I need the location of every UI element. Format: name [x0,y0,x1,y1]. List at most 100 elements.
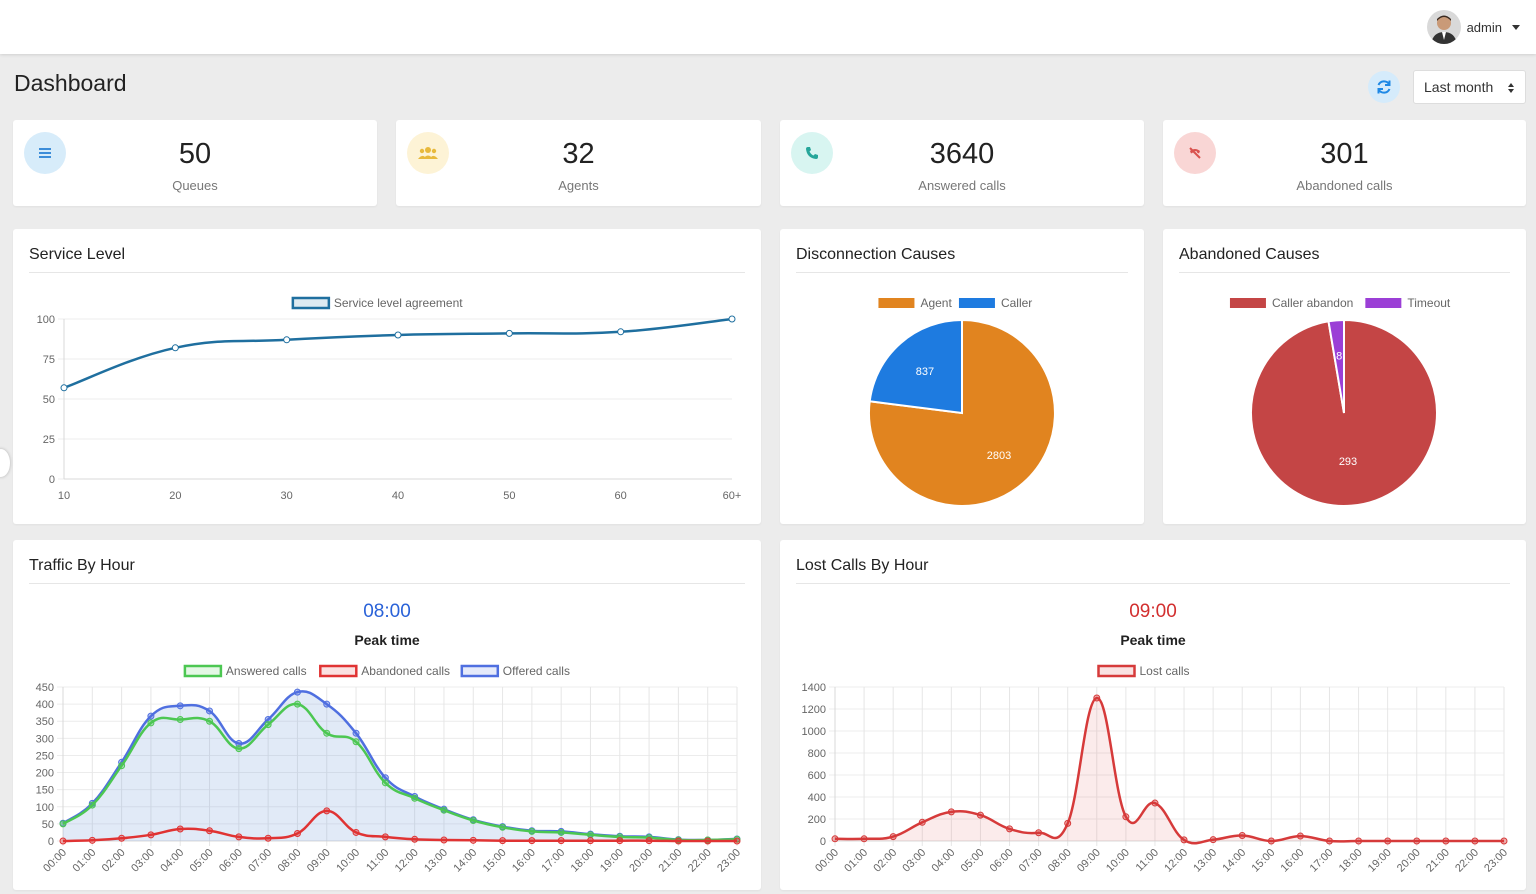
legend-swatch [958,298,995,308]
data-point [976,811,984,819]
data-point [528,827,536,835]
chevron-down-icon [1512,24,1520,30]
y-tick-label: 350 [36,716,54,728]
y-tick-label: 100 [37,314,55,326]
x-tick-label: 00:00 [41,847,69,875]
data-point [206,717,214,725]
abandoned-causes-chart: Caller abandon Timeout 293 8 [1229,296,1451,507]
x-tick-label: 30 [281,490,293,502]
legend-swatch [460,664,500,678]
legend-label: Agent [920,296,952,310]
data-point [1384,837,1392,845]
legend-label: Lost calls [1140,664,1190,678]
data-point [411,794,419,802]
legend-swatch [183,664,223,678]
y-tick-label: 0 [49,474,55,486]
data-point [1035,829,1043,837]
y-tick-label: 100 [36,802,54,814]
data-point [704,837,712,845]
data-point [469,836,477,844]
x-tick-label: 04:00 [930,847,958,875]
data-point [889,833,897,841]
x-tick-label: 21:00 [1424,847,1452,875]
data-point [1471,837,1479,845]
pie-slice [1327,318,1345,414]
service-level-chart: Service level agreement 0 25 50 75 100 10 20 30 4… [37,296,742,502]
x-tick-label: 12:00 [393,847,421,875]
y-tick-label: 25 [43,434,55,446]
data-point [505,329,513,337]
x-tick-label: 00:00 [813,847,841,875]
user-menu[interactable]: admin [1426,9,1520,45]
stat-value: 3640 [929,138,995,170]
stat-label: Queues [172,178,218,193]
y-tick-label: 0 [820,836,826,848]
data-point [1442,837,1450,845]
y-tick-label: 400 [808,792,826,804]
data-point [88,836,96,844]
legend-swatch [878,298,915,308]
divider [29,272,745,273]
sidebar-toggle[interactable] [0,449,10,477]
x-tick-label: 10 [58,490,70,502]
data-point [616,837,624,845]
data-point [411,835,419,843]
divider [29,583,745,584]
x-tick-label: 01:00 [842,847,870,875]
data-point [394,331,402,339]
x-tick-label: 22:00 [686,847,714,875]
refresh-button[interactable] [1368,71,1400,103]
period-select[interactable]: Last month [1413,70,1526,104]
x-tick-label: 11:00 [364,847,391,874]
data-point [118,762,126,770]
data-point [293,829,301,837]
data-point [60,384,68,392]
data-point [1122,813,1130,821]
x-tick-label: 20:00 [1395,847,1423,875]
x-tick-label: 03:00 [900,847,928,875]
x-tick-label: 08:00 [1046,847,1074,875]
data-point [557,828,565,836]
x-tick-label: 15:00 [1249,847,1277,875]
legend-label: Timeout [1407,296,1451,310]
disconnection-causes-panel: Disconnection Causes Agent Caller 2803 837 [780,229,1144,524]
panel-title: Abandoned Causes [1179,246,1320,263]
lost-calls-by-hour-chart: Lost calls 0 200 400 600 800 1000 1200 1400 00:00… [802,664,1511,875]
x-tick-label: 13:00 [1191,847,1219,875]
data-point [1500,837,1508,845]
legend-label: Offered calls [503,664,570,678]
x-tick-label: 09:00 [1075,847,1103,875]
panel-title: Lost Calls By Hour [796,557,929,574]
x-tick-label: 16:00 [1279,847,1307,875]
x-tick-label: 19:00 [598,847,626,875]
x-tick-label: 10:00 [334,847,362,875]
peak-label: Peak time [1120,632,1186,648]
data-point [59,837,67,845]
data-point [469,816,477,824]
x-tick-label: 08:00 [276,847,304,875]
legend-label: Abandoned calls [361,664,450,678]
data-point [918,818,926,826]
x-tick-label: 06:00 [217,847,245,875]
x-tick-label: 10:00 [1104,847,1132,875]
data-point [1238,832,1246,839]
data-point [499,823,507,831]
data-point [293,700,301,708]
y-tick-label: 200 [808,814,826,826]
pie-slice [868,318,1056,507]
refresh-icon [1377,80,1391,94]
data-point [176,702,184,710]
x-tick-label: 20:00 [627,847,655,875]
pie-slice [868,318,963,415]
data-point [118,834,126,842]
y-tick-label: 450 [36,682,54,694]
data-point [1151,799,1159,807]
data-point [293,688,301,696]
pie-data-label: 293 [1339,456,1357,468]
stat-value: 301 [1320,138,1369,170]
data-point [283,336,291,344]
x-tick-label: 09:00 [305,847,333,875]
legend-label: Answered calls [226,664,307,678]
divider [796,583,1510,584]
y-tick-label: 400 [36,699,54,711]
